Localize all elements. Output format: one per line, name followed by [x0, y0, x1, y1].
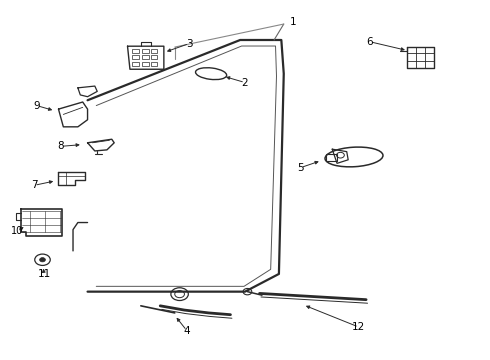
Bar: [132, 49, 139, 54]
Text: 3: 3: [186, 39, 193, 49]
Bar: [142, 54, 148, 59]
Text: 8: 8: [58, 141, 64, 151]
Text: 6: 6: [367, 37, 373, 47]
Text: 5: 5: [297, 163, 304, 172]
Text: 9: 9: [33, 100, 40, 111]
Text: 10: 10: [11, 226, 24, 237]
Text: 2: 2: [242, 77, 248, 87]
Text: 7: 7: [31, 180, 38, 190]
Bar: [150, 62, 157, 66]
Bar: [142, 62, 148, 66]
Bar: [142, 49, 148, 54]
Text: 11: 11: [37, 269, 50, 279]
Bar: [150, 49, 157, 54]
Bar: [150, 54, 157, 59]
Text: 12: 12: [352, 322, 366, 332]
Bar: [326, 154, 337, 161]
Bar: [132, 62, 139, 66]
Text: 4: 4: [184, 326, 190, 336]
Circle shape: [40, 258, 46, 262]
Bar: [132, 54, 139, 59]
Text: 1: 1: [290, 17, 297, 27]
